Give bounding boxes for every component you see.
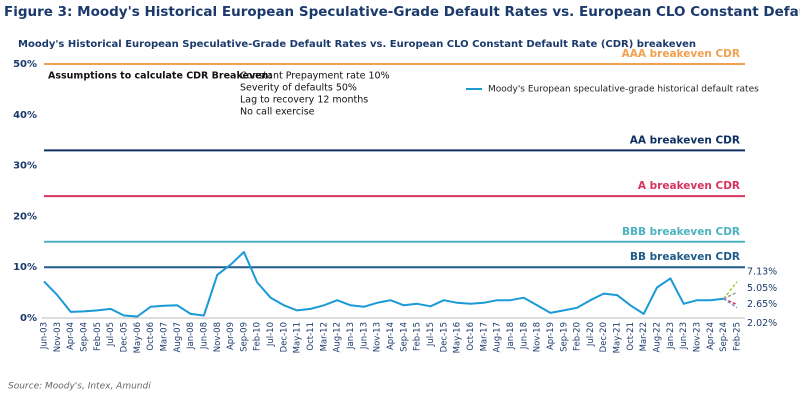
x-tick-label: Sep-04 (79, 322, 89, 352)
x-tick-label: Jun-23 (679, 322, 689, 350)
projection-label: 2.02% (747, 318, 777, 329)
x-tick-label: May-21 (613, 322, 623, 353)
x-tick-label: Aug-17 (493, 322, 503, 352)
x-tick-label: Nov-18 (533, 322, 543, 352)
x-tick-label: Dec-20 (599, 322, 609, 352)
x-tick-label: Dec-15 (439, 322, 449, 352)
projection-line (723, 298, 738, 309)
x-tick-label: Jul-05 (106, 322, 116, 347)
series-line (43, 251, 724, 318)
chart-subtitle: Moody's Historical European Speculative-… (18, 39, 696, 50)
annotation-line: Constant Prepayment rate 10% (240, 71, 390, 82)
projection-label: 2.65% (747, 299, 777, 310)
x-tick-label: Mar-17 (479, 322, 489, 351)
x-tick-label: Sep-19 (559, 322, 569, 352)
source-note: Source: Moody's, Intex, Amundi (8, 382, 151, 392)
x-tick-label: Apr-04 (66, 322, 76, 350)
x-tick-label: May-06 (133, 322, 143, 353)
projection-line (723, 281, 738, 300)
x-tick-label: Nov-03 (53, 322, 63, 352)
x-tick-label: Jan-08 (186, 322, 196, 350)
reference-label: AAA breakeven CDR (622, 48, 740, 60)
x-tick-label: Jul-15 (426, 322, 436, 347)
x-tick-label: Feb-05 (93, 322, 103, 351)
x-tick-label: Sep-09 (239, 322, 249, 352)
x-tick-label: Oct-16 (466, 322, 476, 351)
x-tick-label: Jan-18 (506, 322, 516, 350)
annotation-line: No call exercise (240, 107, 315, 118)
annotation-line: Severity of defaults 50% (240, 83, 357, 94)
x-tick-label: Aug-22 (653, 322, 663, 352)
x-tick-label: Mar-07 (159, 322, 169, 351)
x-tick-label: Sep-14 (399, 322, 409, 352)
y-tick-label: 10% (13, 262, 37, 273)
annotation-heading: Assumptions to calculate CDR Breakeven: (48, 71, 272, 82)
x-tick-label: Jun-13 (359, 322, 369, 350)
x-tick-label: Feb-20 (573, 322, 583, 351)
x-tick-label: Feb-15 (413, 322, 423, 351)
x-tick-label: Jul-10 (266, 322, 276, 347)
x-tick-label: Mar-12 (319, 322, 329, 351)
figure-title: Figure 3: Moody's Historical European Sp… (4, 4, 800, 20)
x-tick-label: Apr-24 (706, 322, 716, 350)
x-tick-label: Aug-12 (333, 322, 343, 352)
x-tick-label: Oct-06 (146, 322, 156, 351)
x-tick-label: Nov-13 (373, 322, 383, 352)
projection-label: 7.13% (747, 266, 777, 277)
x-tick-label: Sep-24 (719, 322, 729, 352)
x-tick-label: Jul-20 (586, 322, 596, 347)
projection-label: 5.05% (747, 283, 777, 294)
x-tick-label: Apr-14 (386, 322, 396, 350)
x-tick-label: Jun-03 (40, 322, 50, 350)
x-tick-label: Jun-08 (199, 322, 209, 350)
y-tick-label: 50% (13, 59, 37, 70)
projection-line (723, 291, 738, 300)
x-tick-label: Nov-23 (693, 322, 703, 352)
x-tick-label: Mar-22 (639, 322, 649, 351)
x-tick-label: Jan-13 (346, 322, 356, 350)
x-tick-label: Nov-08 (213, 322, 223, 352)
x-tick-label: May-16 (453, 322, 463, 353)
x-tick-label: Apr-19 (546, 322, 556, 350)
x-tick-label: Oct-11 (306, 322, 316, 351)
x-tick-label: Aug-07 (173, 322, 183, 352)
x-tick-label: Apr-09 (226, 322, 236, 350)
x-tick-label: May-11 (293, 322, 303, 353)
reference-label: BB breakeven CDR (630, 251, 740, 263)
x-tick-label: Dec-05 (119, 322, 129, 352)
y-tick-label: 20% (13, 211, 37, 222)
x-tick-label: Oct-21 (626, 322, 636, 351)
x-tick-label: Jan-23 (666, 322, 676, 350)
y-tick-label: 40% (13, 110, 37, 121)
y-tick-label: 0% (20, 313, 37, 324)
reference-label: AA breakeven CDR (630, 134, 740, 146)
annotation-line: Lag to recovery 12 months (240, 95, 368, 106)
x-tick-label: Jun-18 (519, 322, 529, 350)
legend-label: Moody's European speculative-grade histo… (488, 85, 759, 95)
reference-label: BBB breakeven CDR (622, 226, 740, 238)
reference-label: A breakeven CDR (638, 180, 740, 192)
x-tick-label: Feb-10 (253, 322, 263, 351)
x-tick-label: Dec-10 (279, 322, 289, 352)
x-tick-label: Feb-25 (733, 322, 743, 351)
y-tick-label: 30% (13, 161, 37, 172)
